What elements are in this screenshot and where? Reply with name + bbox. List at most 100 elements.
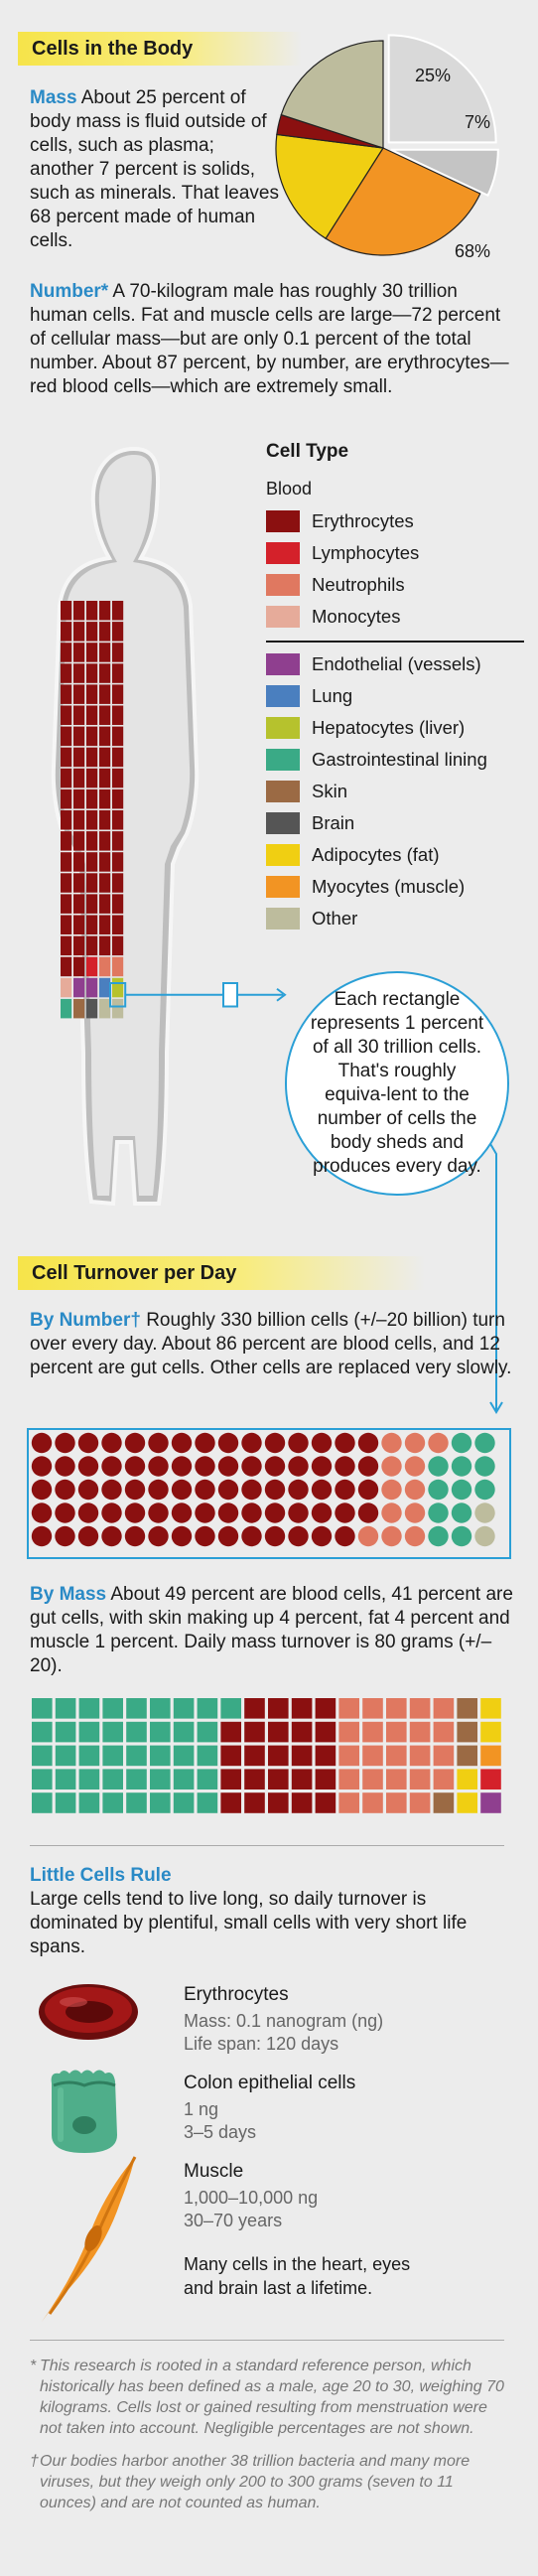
legend-divider xyxy=(266,641,524,643)
waffle-cell xyxy=(99,601,111,621)
turnover-dot xyxy=(357,1432,379,1454)
waffle-cell xyxy=(86,622,98,642)
legend-item: Skin xyxy=(266,780,347,803)
turnover-dot xyxy=(404,1432,426,1454)
turnover-square xyxy=(126,1745,147,1767)
mass-text: About 25 percent of body mass is fluid o… xyxy=(30,87,279,251)
waffle-cell xyxy=(61,643,72,662)
waffle-cell xyxy=(112,915,124,934)
turnover-dot xyxy=(474,1479,495,1501)
cell-mass-muscle: 1,000–10,000 ng xyxy=(184,2188,319,2208)
turnover-dot xyxy=(55,1503,75,1523)
turnover-square xyxy=(150,1721,171,1743)
legend-swatch xyxy=(266,908,300,930)
turnover-square xyxy=(362,1721,383,1743)
footnote-divider xyxy=(30,2340,504,2341)
waffle-cell xyxy=(73,768,85,788)
footnote-dagger: Our bodies harbor another 38 trillion ba… xyxy=(40,2453,471,2511)
turnover-dot xyxy=(148,1479,169,1501)
legend-label: Neutrophils xyxy=(312,574,405,595)
turnover-dot xyxy=(335,1432,355,1454)
waffle-cell xyxy=(86,643,98,662)
turnover-square xyxy=(315,1792,336,1813)
turnover-square xyxy=(409,1792,431,1813)
legend-swatch xyxy=(266,542,300,564)
waffle-cell xyxy=(112,663,124,683)
turnover-square xyxy=(197,1745,218,1767)
turnover-dot xyxy=(124,1456,146,1477)
turnover-square xyxy=(338,1698,359,1719)
turnover-dot xyxy=(451,1432,472,1454)
turnover-square xyxy=(244,1698,265,1719)
turnover-dot xyxy=(101,1525,122,1547)
turnover-square xyxy=(244,1792,265,1813)
waffle-cell xyxy=(73,726,85,747)
turnover-dot xyxy=(101,1479,122,1501)
turnover-dot xyxy=(264,1432,286,1454)
turnover-square xyxy=(32,1698,53,1719)
turnover-dot xyxy=(381,1432,402,1454)
waffle-cell xyxy=(112,977,124,998)
turnover-dot xyxy=(101,1456,122,1477)
waffle-cell xyxy=(73,643,85,662)
legend-label: Monocytes xyxy=(312,606,401,627)
waffle-cell xyxy=(61,998,72,1019)
turnover-dot xyxy=(288,1503,309,1523)
colon-epithelial-illustration xyxy=(51,2070,117,2153)
legend-label: Hepatocytes (liver) xyxy=(312,717,466,738)
turnover-square xyxy=(315,1698,336,1719)
waffle-cell xyxy=(112,998,124,1019)
turnover-dot xyxy=(171,1503,193,1523)
turnover-dot xyxy=(311,1432,333,1454)
turnover-dot xyxy=(77,1503,99,1523)
turnover-square xyxy=(32,1769,53,1789)
waffle-cell xyxy=(61,873,72,893)
waffle-cell xyxy=(73,788,85,809)
mass-pie-chart xyxy=(275,34,499,256)
turnover-square xyxy=(457,1792,477,1813)
turnover-dot xyxy=(428,1503,449,1523)
waffle-cell xyxy=(73,894,85,914)
legend-item: Lung xyxy=(266,684,352,708)
waffle-cell xyxy=(112,768,124,788)
turnover-dot xyxy=(381,1503,402,1523)
turnover-square xyxy=(268,1721,289,1743)
waffle-cell xyxy=(73,956,85,977)
turnover-dot xyxy=(195,1525,215,1547)
turnover-dot xyxy=(428,1525,449,1547)
turnover-dot xyxy=(241,1503,262,1523)
waffle-cell xyxy=(86,810,98,830)
mass-paragraph: Mass About 25 percent of body mass is fl… xyxy=(30,86,280,253)
turnover-square xyxy=(150,1745,171,1767)
turnover-square xyxy=(220,1698,241,1719)
waffle-cell xyxy=(61,747,72,768)
by-number-lead: By Number† xyxy=(30,1310,141,1331)
turnover-square xyxy=(386,1745,407,1767)
footnote-dagger-mark: † xyxy=(30,2453,39,2470)
footnote-star: This research is rooted in a standard re… xyxy=(40,2358,504,2437)
by-number-paragraph: By Number† Roughly 330 billion cells (+/… xyxy=(30,1309,516,1380)
turnover-square xyxy=(55,1698,76,1719)
turnover-square xyxy=(102,1721,123,1743)
turnover-dot xyxy=(124,1525,146,1547)
waffle-cell xyxy=(112,894,124,914)
legend-title: Cell Type xyxy=(266,441,349,462)
waffle-cell xyxy=(99,894,111,914)
waffle-cell xyxy=(73,977,85,998)
waffle-cell xyxy=(99,935,111,956)
callout-text: Each rectangle represents 1 percent of a… xyxy=(310,989,484,1177)
legend-swatch xyxy=(266,812,300,834)
turnover-dot xyxy=(451,1503,472,1523)
turnover-dot xyxy=(311,1479,333,1501)
turnover-square xyxy=(362,1792,383,1813)
cell-name-colon: Colon epithelial cells xyxy=(184,2073,356,2093)
waffle-cell xyxy=(99,852,111,872)
turnover-square xyxy=(197,1769,218,1789)
legend-item: Gastrointestinal lining xyxy=(266,748,487,772)
turnover-square xyxy=(338,1721,359,1743)
turnover-square xyxy=(457,1698,477,1719)
waffle-cell xyxy=(112,622,124,642)
waffle-cell xyxy=(73,873,85,893)
turnover-square xyxy=(55,1745,76,1767)
pie-label-fluid: 25% xyxy=(415,66,452,85)
